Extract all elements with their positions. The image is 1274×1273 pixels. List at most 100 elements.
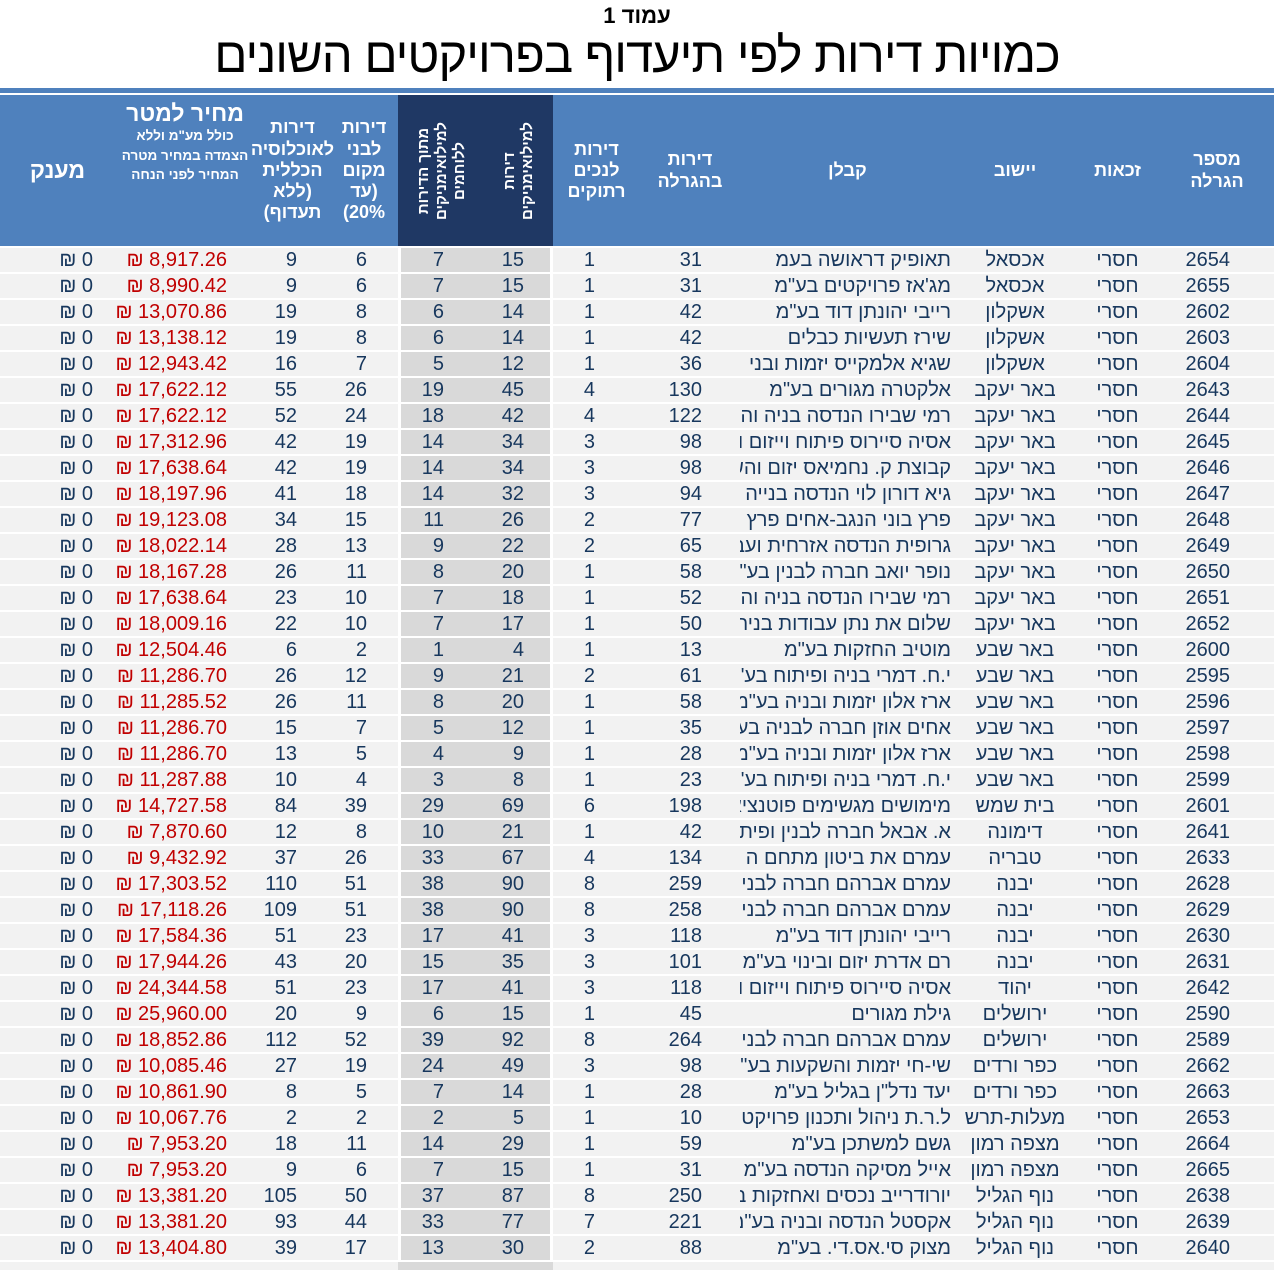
cell-town: נוף הגליל: [975, 1185, 1055, 1207]
col-header-apartments-general-population: דירות לאוכלוסיה הכללית (ללא תעדוף): [250, 117, 335, 223]
cell-apartments-in-lottery: 61: [679, 665, 702, 687]
col-header-town: יישוב: [993, 159, 1037, 180]
cell-apartments-reservists: 8: [485, 768, 553, 792]
cell-eligibility: חסרי: [1096, 1185, 1139, 1207]
cell-apartments-general-population: 52: [274, 405, 297, 427]
cell-apartments-locals: 10: [344, 613, 367, 635]
cell-lottery-number: 2650: [1185, 561, 1231, 583]
cell-price-per-meter: ₪ 17,622.12: [115, 379, 227, 401]
cell-apartments-general-population: 18: [274, 1133, 297, 1155]
table-row: 2640 חסרי נוף הגליל מצוק סי.אס.די. בע"מ …: [0, 1236, 1274, 1260]
cell-reservists-combatants: 8: [398, 560, 485, 584]
cell-price-per-meter: ₪ 17,303.52: [115, 873, 227, 895]
col-header-eligibility: זכאות: [1094, 159, 1141, 180]
cell-lottery-number: 2652: [1185, 613, 1231, 635]
cell-apartments-locals: 19: [344, 1055, 367, 1077]
cell-apartments-disabled: 1: [583, 1159, 595, 1181]
cell-contractor: עמרם את ביטון מתחם ה (: [740, 847, 951, 869]
cell-eligibility: חסרי: [1096, 457, 1139, 479]
cell-apartments-general-population: 43: [274, 951, 297, 973]
cell-apartments-reservists: 41: [485, 924, 553, 948]
cell-price-per-meter: ₪ 24,344.58: [115, 977, 227, 999]
cell-apartments-disabled: 3: [583, 431, 595, 453]
cell-contractor: ארז אלון יזמות ובניה בע"מ: [740, 691, 951, 713]
cell-lottery-number: 2649: [1185, 535, 1231, 557]
cell-contractor: רמי שבירו הנדסה בניה וה: [740, 587, 951, 609]
cell-reservists-combatants: 33: [398, 846, 485, 870]
col-header-grant: מענק: [29, 156, 86, 183]
cell-eligibility: חסרי: [1096, 1159, 1139, 1181]
cell-contractor: י.ח. דמרי בניה ופיתוח בע": [740, 665, 951, 687]
cell-price-per-meter: ₪ 11,285.52: [116, 691, 227, 713]
rotated-header-combatants: מתוך הדירות למילואימניקים ללוחמים: [414, 121, 468, 220]
cell-reservists-combatants: 4: [398, 742, 485, 766]
cell-contractor: שלום את נתן עבודות בניה: [740, 613, 951, 635]
cell-apartments-locals: 50: [344, 1185, 367, 1207]
cell-apartments-general-population: 9: [285, 275, 297, 297]
cell-reservists-combatants: 37: [398, 1184, 485, 1208]
col-header-price-per-meter: מחיר למטר כולל מע"מ וללא הצמדה במחיר מטר…: [115, 95, 255, 246]
cell-apartments-reservists: 90: [485, 872, 553, 896]
cell-apartments-in-lottery: 118: [670, 925, 702, 947]
cell-reservists-combatants: 11: [398, 508, 485, 532]
cell-grant: ₪ 0: [59, 1211, 93, 1233]
cell-price-per-meter: ₪ 18,009.16: [115, 613, 227, 635]
cell-apartments-locals: 44: [344, 1211, 367, 1233]
cell-apartments-reservists: 49: [485, 1054, 553, 1078]
cell-town: באר שבע: [975, 639, 1055, 661]
cell-contractor: שי-חי יזמות והשקעות בע": [740, 1055, 951, 1077]
cell-grant: ₪ 0: [59, 1133, 93, 1155]
cell-town: אשקלון: [985, 353, 1045, 375]
cell-eligibility: חסרי: [1096, 1211, 1139, 1233]
cell-apartments-reservists: 14: [485, 326, 553, 350]
cell-apartments-reservists: 17: [485, 612, 553, 636]
cell-reservists-combatants: 14: [398, 430, 485, 454]
cell-apartments-disabled: 1: [583, 639, 595, 661]
col-header-lottery-number: מספר הגרלה: [1190, 149, 1244, 191]
table-row: 2602 חסרי אשקלון רייבי יהונתן דוד בע"מ 4…: [0, 300, 1274, 324]
cell-town: נוף הגליל: [975, 1237, 1055, 1259]
cell-apartments-general-population: 109: [263, 899, 297, 921]
cell-grant: ₪ 0: [59, 691, 93, 713]
cell-lottery-number: 2596: [1185, 691, 1231, 713]
cell-apartments-disabled: 3: [583, 1055, 595, 1077]
cell-eligibility: חסרי: [1096, 405, 1139, 427]
cell-apartments-disabled: 1: [583, 1133, 595, 1155]
cell-price-per-meter: ₪ 18,022.14: [115, 535, 227, 557]
cell-grant: ₪ 0: [59, 483, 93, 505]
cell-lottery-number: 2648: [1185, 509, 1231, 531]
cell-lottery-number: 2662: [1185, 1055, 1231, 1077]
cell-eligibility: חסרי: [1096, 613, 1139, 635]
cell-price-per-meter: ₪ 7,870.60: [126, 821, 227, 843]
cell-apartments-disabled: 1: [583, 301, 595, 323]
cell-lottery-number: 2646: [1185, 457, 1231, 479]
cell-apartments-reservists: 20: [485, 560, 553, 584]
cell-lottery-number: 2628: [1185, 873, 1231, 895]
cell-apartments-disabled: 1: [583, 1003, 595, 1025]
table-top-border: [0, 88, 1274, 93]
cell-apartments-in-lottery: 28: [679, 1081, 702, 1103]
cell-eligibility: חסרי: [1096, 587, 1139, 609]
cell-apartments-general-population: 26: [274, 691, 297, 713]
cell-apartments-locals: 11: [346, 691, 367, 713]
cell-lottery-number: 2638: [1185, 1185, 1231, 1207]
cell-reservists-combatants: 39: [398, 1028, 485, 1052]
cell-price-per-meter: ₪ 13,381.20: [115, 1211, 227, 1233]
cell-apartments-disabled: 1: [583, 353, 595, 375]
cell-apartments-disabled: 2: [583, 1237, 595, 1259]
cell-eligibility: חסרי: [1096, 977, 1139, 999]
cell-contractor: אייל מסיקה הנדסה בע"מ: [743, 1159, 951, 1181]
table-row: 2643 חסרי באר יעקב אלקטרה מגורים בע"מ 13…: [0, 378, 1274, 402]
cell-eligibility: חסרי: [1096, 769, 1139, 791]
cell-grant: ₪ 0: [59, 1003, 93, 1025]
cell-apartments-disabled: 6: [583, 795, 595, 817]
table-row: 2652 חסרי באר יעקב שלום את נתן עבודות בנ…: [0, 612, 1274, 636]
cell-reservists-combatants: 17: [398, 976, 485, 1000]
cell-grant: ₪ 0: [59, 431, 93, 453]
cell-apartments-reservists: 29: [485, 1132, 553, 1156]
cell-apartments-general-population: 51: [274, 977, 297, 999]
cell-reservists-combatants: 18: [398, 404, 485, 428]
cell-contractor: מימושים מגשימים פוטנציא: [740, 795, 951, 817]
cell-apartments-general-population: 84: [274, 795, 297, 817]
cell-apartments-reservists: 35: [485, 950, 553, 974]
